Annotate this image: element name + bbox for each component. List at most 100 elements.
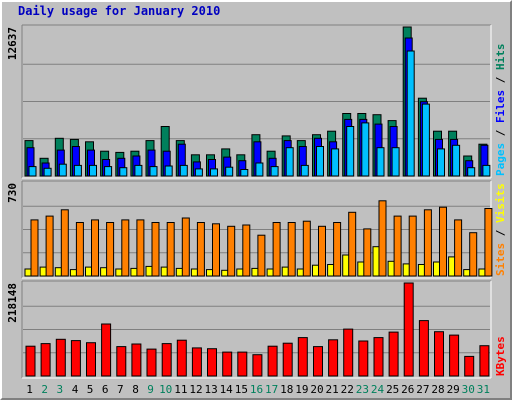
bar-kbytes-6 bbox=[101, 323, 112, 377]
bar-sites-31 bbox=[484, 208, 493, 277]
bar-kbytes-20 bbox=[313, 346, 323, 377]
bar-kbytes-25 bbox=[388, 331, 399, 377]
bar-kbytes-1 bbox=[25, 345, 36, 377]
bar-kbytes-7 bbox=[116, 346, 127, 377]
bar-kbytes-13 bbox=[207, 348, 217, 377]
x-tick-label-8: 8 bbox=[132, 383, 139, 396]
x-tick-label-26: 26 bbox=[401, 383, 414, 396]
x-tick-label-22: 22 bbox=[341, 383, 354, 396]
bar-pages-22 bbox=[346, 126, 355, 177]
x-tick-label-29: 29 bbox=[447, 383, 460, 396]
bar-kbytes-23 bbox=[358, 340, 369, 377]
legend-visits: Visits bbox=[494, 183, 507, 223]
bar-sites-8 bbox=[136, 219, 145, 277]
bar-sites-23 bbox=[363, 228, 372, 277]
x-tick-label-21: 21 bbox=[325, 383, 338, 396]
bar-pages-1 bbox=[28, 166, 37, 177]
bar-sites-12 bbox=[196, 222, 205, 277]
scale-label-visits-sites: 730 bbox=[6, 183, 19, 203]
bar-sites-6 bbox=[106, 222, 115, 277]
bar-sites-10 bbox=[166, 222, 175, 277]
bar-pages-28 bbox=[437, 148, 445, 177]
bar-kbytes-4 bbox=[70, 340, 81, 377]
bar-sites-25 bbox=[393, 215, 402, 277]
bar-pages-16 bbox=[255, 162, 264, 177]
bar-kbytes-18 bbox=[282, 342, 293, 377]
x-tick-label-23: 23 bbox=[356, 383, 369, 396]
legend-files: Files bbox=[494, 90, 507, 123]
bar-sites-28 bbox=[439, 206, 447, 277]
bar-kbytes-31 bbox=[479, 345, 490, 377]
x-tick-label-28: 28 bbox=[431, 383, 444, 396]
bar-pages-10 bbox=[164, 165, 173, 177]
x-axis-labels: 1 2 3 4 5 6 7 8 9 10 11 12 13 14 15 16 17 18 19 20 21 22 23 24 2… bbox=[26, 383, 490, 396]
x-tick-label-15: 15 bbox=[235, 383, 248, 396]
bar-kbytes-16 bbox=[252, 354, 263, 377]
bar-pages-18 bbox=[285, 147, 294, 177]
bar-pages-15 bbox=[240, 169, 249, 177]
bar-kbytes-26 bbox=[403, 282, 414, 377]
bar-pages-30 bbox=[467, 167, 476, 177]
x-tick-label-5: 5 bbox=[87, 383, 94, 396]
bar-pages-3 bbox=[58, 163, 67, 177]
bar-sites-17 bbox=[272, 222, 281, 277]
bar-kbytes-3 bbox=[55, 338, 66, 377]
bar-sites-16 bbox=[257, 234, 266, 277]
bar-sites-24 bbox=[378, 200, 387, 277]
bar-kbytes-2 bbox=[40, 343, 51, 377]
bar-sites-27 bbox=[423, 209, 432, 277]
bar-pages-31 bbox=[482, 164, 491, 177]
legend-hits-files-pages: Pages / Files / Hits bbox=[494, 44, 507, 177]
bar-sites-3 bbox=[60, 209, 69, 277]
bar-pages-2 bbox=[43, 167, 52, 177]
scale-label-hits-files-pages: 12637 bbox=[6, 27, 19, 60]
bar-pages-24 bbox=[376, 147, 385, 177]
bar-kbytes-14 bbox=[222, 351, 233, 377]
x-tick-label-11: 11 bbox=[174, 383, 187, 396]
bar-sites-14 bbox=[227, 225, 236, 277]
x-tick-label-1: 1 bbox=[26, 383, 33, 396]
bar-pages-20 bbox=[316, 146, 324, 177]
bar-pages-19 bbox=[300, 164, 309, 177]
x-tick-label-4: 4 bbox=[72, 383, 79, 396]
bar-pages-9 bbox=[149, 166, 158, 177]
x-tick-label-6: 6 bbox=[102, 383, 109, 396]
bar-pages-27 bbox=[421, 103, 430, 177]
bar-sites-18 bbox=[287, 222, 296, 277]
bar-kbytes-30 bbox=[464, 355, 475, 377]
legend-sep: / bbox=[494, 123, 507, 143]
x-tick-label-30: 30 bbox=[462, 383, 475, 396]
bar-kbytes-24 bbox=[373, 337, 384, 377]
bar-kbytes-10 bbox=[161, 343, 172, 377]
legend-visits-sites: Sites / Visits bbox=[494, 183, 507, 276]
bar-pages-29 bbox=[452, 144, 461, 177]
bar-pages-4 bbox=[73, 164, 82, 177]
x-tick-label-16: 16 bbox=[250, 383, 263, 396]
x-tick-label-12: 12 bbox=[189, 383, 202, 396]
legend-sep: / bbox=[494, 223, 507, 243]
x-tick-label-31: 31 bbox=[477, 383, 490, 396]
x-tick-label-10: 10 bbox=[159, 383, 172, 396]
bar-kbytes-22 bbox=[343, 328, 354, 377]
bar-kbytes-17 bbox=[267, 345, 278, 377]
legend-kbytes: KBytes bbox=[494, 336, 507, 376]
bar-pages-17 bbox=[270, 166, 279, 177]
x-tick-label-9: 9 bbox=[147, 383, 154, 396]
bar-pages-13 bbox=[210, 168, 218, 177]
bar-pages-7 bbox=[119, 167, 128, 177]
bar-sites-22 bbox=[348, 211, 357, 277]
bar-sites-21 bbox=[333, 222, 342, 277]
bar-pages-8 bbox=[134, 164, 143, 177]
x-tick-label-18: 18 bbox=[280, 383, 293, 396]
x-tick-label-17: 17 bbox=[265, 383, 278, 396]
bar-kbytes-5 bbox=[86, 342, 96, 377]
bar-pages-23 bbox=[361, 122, 370, 177]
bar-sites-26 bbox=[408, 215, 417, 277]
bar-sites-15 bbox=[242, 224, 251, 277]
bar-kbytes-19 bbox=[297, 337, 308, 377]
bar-pages-6 bbox=[104, 166, 113, 177]
bar-sites-4 bbox=[75, 222, 84, 277]
x-tick-label-27: 27 bbox=[416, 383, 429, 396]
legend-pages: Pages bbox=[494, 143, 507, 176]
